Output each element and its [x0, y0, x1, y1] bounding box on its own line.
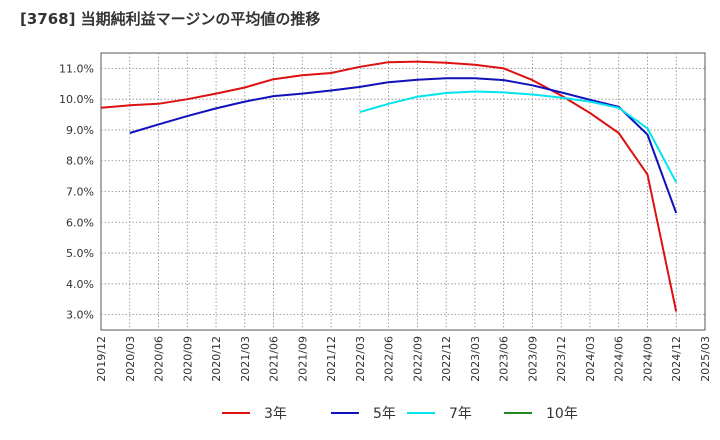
- y-tick-label: 3.0%: [66, 309, 94, 322]
- x-tick-label: 2024/03: [584, 336, 597, 382]
- x-tick-label: 2022/09: [411, 336, 424, 382]
- series-line-3年: [100, 60, 678, 312]
- x-tick-label: 2025/03: [699, 336, 712, 382]
- x-tick-label: 2023/06: [498, 336, 511, 382]
- y-tick-label: 10.0%: [59, 93, 94, 106]
- series-line-7年: [359, 90, 678, 183]
- legend: 3年 5年 7年 10年: [222, 406, 578, 422]
- y-tick-label: 7.0%: [66, 186, 94, 199]
- grid: [101, 53, 705, 330]
- legend-label: 5年: [373, 406, 396, 422]
- legend-label: 7年: [449, 406, 472, 422]
- x-tick-label: 2021/12: [325, 336, 338, 382]
- x-tick-label: 2021/09: [296, 336, 309, 382]
- x-tick-label: 2024/12: [670, 336, 683, 382]
- axes: 2019/12 2020/03 2020/06 2020/09 2020/12 2021/…: [59, 62, 712, 381]
- x-tick-label: 2022/06: [383, 336, 396, 382]
- x-tick-label: 2021/06: [268, 336, 281, 382]
- y-tick-label: 11.0%: [59, 62, 94, 75]
- y-tick-label: 8.0%: [66, 155, 94, 168]
- x-tick-label: 2023/09: [526, 336, 539, 382]
- y-tick-label: 6.0%: [66, 216, 94, 229]
- legend-label: 10年: [546, 406, 578, 422]
- x-tick-label: 2020/12: [210, 336, 223, 382]
- x-tick-label: 2024/06: [613, 336, 626, 382]
- legend-label: 3年: [264, 406, 287, 422]
- x-tick-label: 2024/09: [641, 336, 654, 382]
- x-tick-label: 2020/09: [181, 336, 194, 382]
- x-tick-label: 2023/03: [469, 336, 482, 382]
- x-tick-label: 2020/06: [153, 336, 166, 382]
- x-tick-label: 2023/12: [555, 336, 568, 382]
- x-tick-label: 2019/12: [95, 336, 108, 382]
- x-tick-label: 2022/03: [354, 336, 367, 382]
- x-tick-label: 2022/12: [440, 336, 453, 382]
- x-tick-label: 2021/03: [239, 336, 252, 382]
- y-tick-label: 9.0%: [66, 124, 94, 137]
- y-tick-label: 4.0%: [66, 278, 94, 291]
- chart-title: [3768] 当期純利益マージンの平均値の推移: [20, 10, 321, 28]
- series-lines: [100, 60, 678, 312]
- y-tick-label: 5.0%: [66, 247, 94, 260]
- x-tick-label: 2020/03: [124, 336, 137, 382]
- series-line-5年: [129, 77, 678, 214]
